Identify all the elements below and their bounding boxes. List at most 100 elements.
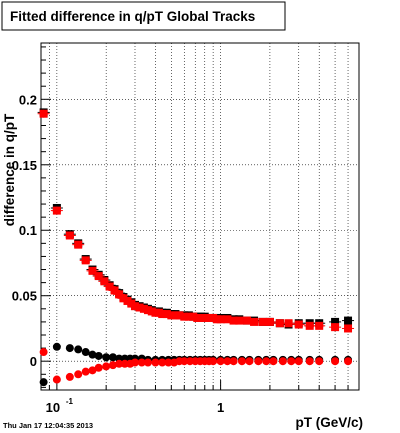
series-layer [37, 108, 355, 387]
chart-title: Fitted difference in q/pT Global Tracks [10, 9, 255, 24]
data-point-circle [158, 358, 167, 367]
data-point-square [65, 231, 74, 240]
data-point-circle [108, 361, 117, 370]
data-point-circle [94, 351, 103, 360]
data-point-circle [294, 357, 303, 366]
data-point-square [265, 317, 274, 326]
data-point-circle [331, 357, 340, 366]
data-point-square [175, 311, 184, 320]
data-point-circle [102, 362, 111, 371]
data-point-circle [81, 367, 90, 376]
data-point-square [105, 282, 114, 291]
x-tick-labels: 10 -1 1 [46, 397, 225, 415]
data-point-circle [39, 378, 48, 387]
data-point-circle [223, 357, 232, 366]
y-tick-label: 0.15 [12, 158, 37, 173]
grid [40, 43, 360, 390]
data-point-square [294, 320, 303, 329]
data-point-circle [52, 342, 61, 351]
data-point-circle [115, 359, 124, 368]
data-point-circle [81, 348, 90, 357]
data-point-circle [209, 357, 218, 366]
data-point-circle [130, 358, 139, 367]
data-point-circle [65, 372, 74, 381]
data-point-circle [39, 348, 48, 357]
data-point-square [216, 315, 225, 324]
data-point-circle [143, 358, 152, 367]
data-point-square [39, 109, 48, 118]
data-point-circle [262, 357, 271, 366]
y-tick-label: 0.2 [19, 92, 37, 107]
y-tick-label: 0.1 [19, 223, 37, 238]
data-point-circle [151, 358, 160, 367]
data-point-circle [102, 353, 111, 362]
data-point-circle [164, 358, 173, 367]
y-axis-label: difference in q/pT [2, 113, 17, 226]
data-point-square [235, 316, 244, 325]
data-point-circle [94, 363, 103, 372]
data-point-square [243, 316, 252, 325]
data-point-circle [108, 353, 117, 362]
data-point-circle [137, 358, 146, 367]
data-point-square [305, 321, 314, 330]
data-point-square [52, 206, 61, 215]
data-point-square [344, 316, 353, 325]
data-point-square [119, 294, 128, 303]
data-point-square [135, 303, 144, 312]
data-point-circle [216, 357, 225, 366]
data-point-square [344, 324, 353, 333]
data-point-circle [237, 357, 246, 366]
data-point-square [130, 302, 139, 311]
x-axis-label: pT (GeV/c) [295, 415, 363, 430]
plot-frame [40, 42, 360, 391]
series-1 [37, 109, 355, 333]
data-point-square [250, 317, 259, 326]
data-point-circle [229, 357, 238, 366]
axis-ticks [40, 46, 360, 390]
data-point-square [315, 321, 324, 330]
data-point-square [100, 277, 109, 286]
data-point-circle [305, 357, 314, 366]
y-tick-label: 0 [30, 354, 37, 369]
data-point-circle [269, 357, 278, 366]
x-tick-label: 10 [46, 400, 60, 415]
data-point-circle [254, 357, 263, 366]
data-point-square [81, 256, 90, 265]
data-point-square [88, 266, 97, 275]
title-box: Fitted difference in q/pT Global Tracks [1, 1, 286, 31]
data-point-circle [315, 357, 324, 366]
data-point-square [94, 272, 103, 281]
data-point-square [162, 310, 171, 319]
data-point-circle [278, 357, 287, 366]
data-point-square [275, 319, 284, 328]
data-point-circle [88, 350, 97, 359]
data-point-square [139, 304, 148, 313]
data-point-circle [52, 375, 61, 384]
x-tick-exponent: -1 [66, 397, 74, 406]
data-point-square [189, 312, 198, 321]
data-point-circle [74, 370, 83, 379]
data-point-circle [65, 344, 74, 353]
data-point-circle [74, 345, 83, 354]
series-3 [39, 348, 353, 384]
x-tick-label: 1 [217, 400, 224, 415]
y-tick-labels: 0 0.05 0.1 0.15 0.2 [12, 92, 37, 369]
data-point-circle [88, 366, 97, 375]
data-point-circle [287, 357, 296, 366]
plot-area [37, 42, 360, 391]
data-point-square [331, 317, 340, 326]
data-point-square [115, 290, 124, 299]
data-point-circle [180, 357, 189, 366]
data-point-square [223, 315, 232, 324]
data-point-square [284, 319, 293, 328]
data-point-square [74, 240, 83, 249]
series-0 [37, 108, 355, 329]
data-point-circle [344, 357, 353, 366]
data-point-circle [245, 357, 254, 366]
y-tick-label: 0.05 [12, 289, 37, 304]
data-point-square [258, 317, 267, 326]
timestamp-footer: Thu Jan 17 12:04:35 2013 [3, 421, 93, 430]
data-point-square [331, 323, 340, 332]
data-point-square [110, 286, 119, 295]
